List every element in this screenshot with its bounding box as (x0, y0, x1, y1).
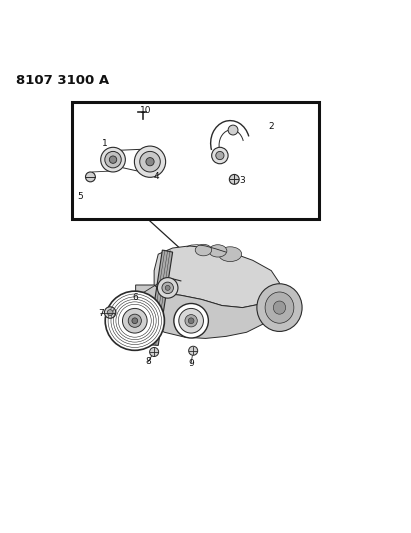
Circle shape (104, 307, 116, 318)
Bar (72, 102, 319, 219)
Circle shape (229, 174, 239, 184)
Circle shape (165, 285, 170, 290)
Polygon shape (136, 285, 275, 338)
Ellipse shape (219, 247, 242, 262)
Text: 10: 10 (140, 106, 152, 115)
Circle shape (157, 278, 178, 298)
Circle shape (85, 172, 95, 182)
Text: 5: 5 (77, 192, 83, 201)
Circle shape (109, 156, 117, 163)
Circle shape (140, 151, 160, 172)
Text: 8: 8 (145, 357, 151, 366)
Polygon shape (148, 250, 173, 345)
Ellipse shape (209, 245, 227, 257)
Circle shape (162, 282, 173, 294)
Circle shape (228, 125, 238, 135)
Ellipse shape (257, 284, 302, 332)
Circle shape (185, 314, 197, 327)
Circle shape (174, 303, 208, 338)
Polygon shape (154, 246, 279, 308)
Circle shape (128, 314, 141, 327)
Text: 2: 2 (268, 122, 274, 131)
Circle shape (216, 151, 224, 160)
Circle shape (212, 147, 228, 164)
Circle shape (107, 310, 113, 316)
Circle shape (132, 318, 138, 324)
Text: 6: 6 (133, 293, 139, 302)
Circle shape (179, 309, 203, 333)
Text: 3: 3 (240, 176, 245, 185)
Text: 4: 4 (153, 172, 159, 181)
Circle shape (101, 147, 125, 172)
Circle shape (122, 309, 147, 333)
Ellipse shape (273, 301, 286, 314)
Circle shape (150, 348, 159, 357)
Circle shape (146, 158, 154, 166)
Text: 9: 9 (188, 359, 194, 368)
Circle shape (188, 318, 194, 324)
Ellipse shape (195, 244, 212, 256)
Circle shape (105, 151, 121, 168)
Text: 7: 7 (98, 309, 104, 318)
Circle shape (105, 291, 164, 350)
Text: 8107 3100 A: 8107 3100 A (16, 74, 110, 87)
Circle shape (189, 346, 198, 356)
Circle shape (134, 146, 166, 177)
Ellipse shape (265, 292, 294, 323)
Text: 1: 1 (102, 139, 108, 148)
